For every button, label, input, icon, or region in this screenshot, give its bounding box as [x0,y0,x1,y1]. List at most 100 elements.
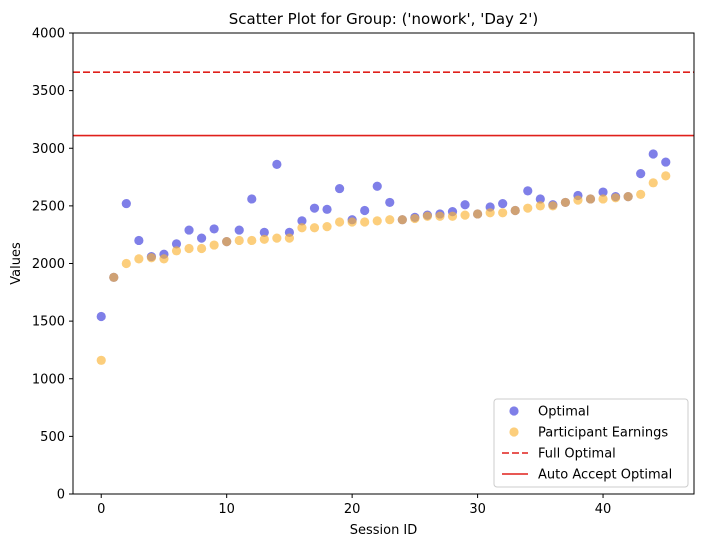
legend-label: Full Optimal [538,447,616,462]
legend-label: Optimal [538,405,589,420]
data-point [209,240,219,250]
data-point [422,211,433,221]
data-point [159,254,169,264]
data-point [272,233,282,243]
y-tick-label: 0 [57,488,65,503]
data-point [309,223,320,233]
data-point [171,239,182,249]
data-point [334,217,345,227]
data-point [209,224,219,234]
data-point [372,216,382,226]
data-point [96,311,106,322]
data-point [648,178,658,188]
data-point [535,194,545,204]
chart-title: Scatter Plot for Group: ('nowork', 'Day … [229,10,538,28]
x-axis-title: Session ID [350,523,418,538]
data-point [523,203,533,213]
data-point [360,205,370,216]
data-point [460,200,470,210]
data-point [234,225,244,235]
data-point [498,208,508,218]
data-point [259,227,269,237]
data-point [498,198,508,209]
data-point [598,194,608,204]
data-point [435,211,445,221]
data-point [134,235,144,246]
data-point [297,216,307,226]
data-point [460,210,470,220]
data-point [585,194,596,204]
y-tick-label: 1000 [32,372,65,387]
data-point [610,193,621,203]
data-point [96,355,106,365]
y-tick-label: 3000 [32,142,65,157]
data-point [598,187,608,197]
data-point [297,223,307,233]
data-point [121,258,131,269]
y-tick-label: 4000 [32,27,65,42]
data-point [548,201,558,211]
data-point [234,235,244,246]
data-point [560,197,571,208]
legend-box [493,398,689,488]
data-point [121,198,131,209]
x-tick-label: 0 [97,502,105,517]
data-point [447,211,458,221]
data-point [322,204,332,214]
data-point [360,217,370,227]
legend-label: Auto Accept Optimal [538,468,672,483]
x-tick-label: 20 [344,502,361,517]
data-point [372,181,382,191]
data-point [636,189,646,199]
legend-marker [509,427,519,437]
data-point [284,233,295,243]
y-tick-label: 1500 [32,315,65,330]
legend-label: Participant Earnings [538,426,668,441]
data-point [523,186,533,196]
y-tick-label: 3500 [32,84,65,99]
data-point [109,272,119,282]
data-point [347,217,357,227]
data-point [648,149,658,159]
data-point [184,243,194,254]
x-tick-label: 30 [469,502,486,517]
data-point [397,215,407,225]
data-point [535,201,545,211]
data-point [184,225,194,235]
x-axis: 0 10 20 30 40 [97,494,611,517]
data-point [196,233,207,243]
data-point [196,243,207,254]
x-tick-label: 40 [595,502,612,517]
data-point [636,169,646,179]
data-point [259,234,269,244]
data-point [485,208,495,218]
y-tick-label: 500 [40,430,65,445]
data-point [573,195,583,205]
y-axis: 0 500 1000 1500 2000 2500 3000 3500 4000 [32,27,73,503]
plot-area [72,32,695,495]
data-point [247,235,257,246]
data-point [510,205,520,216]
y-axis-title: Values [9,242,24,285]
y-tick-label: 2000 [32,257,65,272]
data-point [661,171,671,181]
legend: Optimal Participant Earnings Full Optimal A… [493,398,689,488]
data-point [334,183,345,194]
data-point [134,254,144,264]
data-point [146,253,157,263]
data-point [171,246,182,256]
data-point [410,213,420,224]
data-point [472,209,483,219]
data-point [385,197,395,208]
legend-marker [509,406,519,416]
data-point [272,159,282,169]
y-tick-label: 2500 [32,199,65,214]
data-point [322,222,332,232]
data-point [385,215,395,225]
x-tick-label: 10 [218,502,235,517]
data-point [623,192,633,202]
data-point [309,203,320,213]
data-point [222,237,232,247]
data-point [661,157,671,167]
